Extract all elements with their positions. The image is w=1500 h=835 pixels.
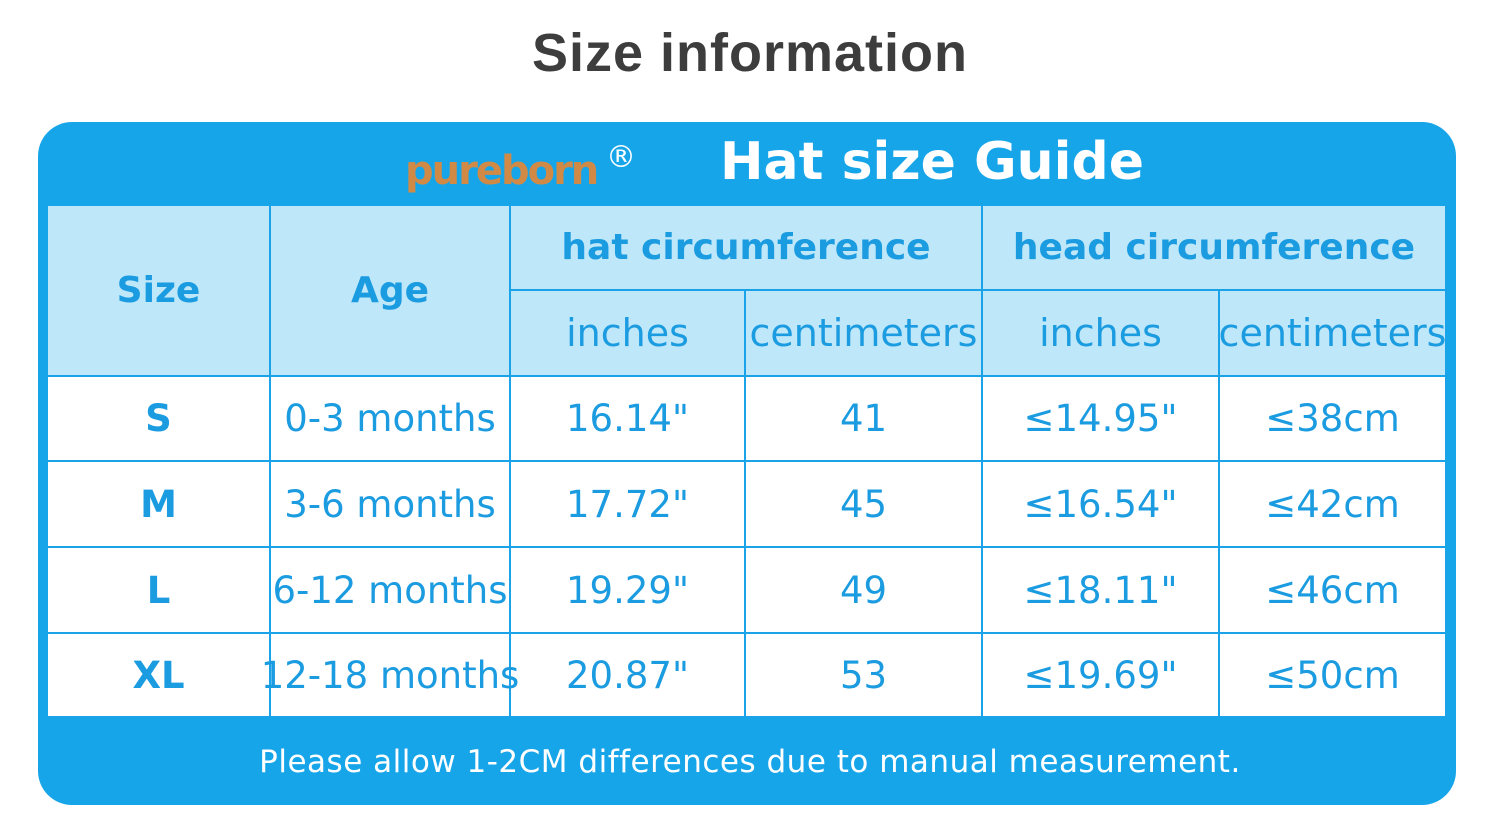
subheader-cell: inches (983, 291, 1220, 377)
table-cell: 53 (746, 634, 983, 718)
subheader-cell: centimeters (746, 291, 983, 377)
table-cell: ≤38cm (1220, 377, 1447, 462)
subheader-cell: inches (511, 291, 746, 377)
size-table: Size Age hat circumference head circumferen… (48, 206, 1447, 718)
table-cell: 3-6 months (271, 462, 511, 548)
table-cell: 6-12 months (271, 548, 511, 634)
table-cell: ≤19.69" (983, 634, 1220, 718)
guide-title: Hat size Guide (720, 132, 1144, 192)
table-cell: 45 (746, 462, 983, 548)
table-cell: 20.87" (511, 634, 746, 718)
size-cell: S (48, 377, 271, 462)
header-cell: hat circumference (511, 206, 983, 291)
table-cell: ≤46cm (1220, 548, 1447, 634)
table-cell: ≤14.95" (983, 377, 1220, 462)
table-cell: 0-3 months (271, 377, 511, 462)
registered-mark: ® (606, 140, 636, 175)
note: Please allow 1-2CM differences due to ma… (259, 744, 1241, 780)
header-cell: Size (48, 206, 271, 377)
size-cell: L (48, 548, 271, 634)
table-cell: 12-18 months (261, 634, 519, 718)
table-cell: 19.29" (511, 548, 746, 634)
header-cell: Age (271, 206, 511, 377)
subheader-cell: centimeters (1219, 291, 1447, 377)
size-cell: M (48, 462, 271, 548)
table-cell: 49 (746, 548, 983, 634)
table-cell: 17.72" (511, 462, 746, 548)
table-cell: ≤42cm (1220, 462, 1447, 548)
table-cell: 41 (746, 377, 983, 462)
size-cell: XL (48, 634, 271, 718)
page-title: Size information (531, 23, 969, 83)
header-cell: head circumference (983, 206, 1447, 291)
brand-logo: pureborn (405, 148, 599, 194)
table-cell: 16.14" (511, 377, 746, 462)
table-cell: ≤16.54" (983, 462, 1220, 548)
table-cell: ≤18.11" (983, 548, 1220, 634)
table-cell: ≤50cm (1220, 634, 1447, 718)
